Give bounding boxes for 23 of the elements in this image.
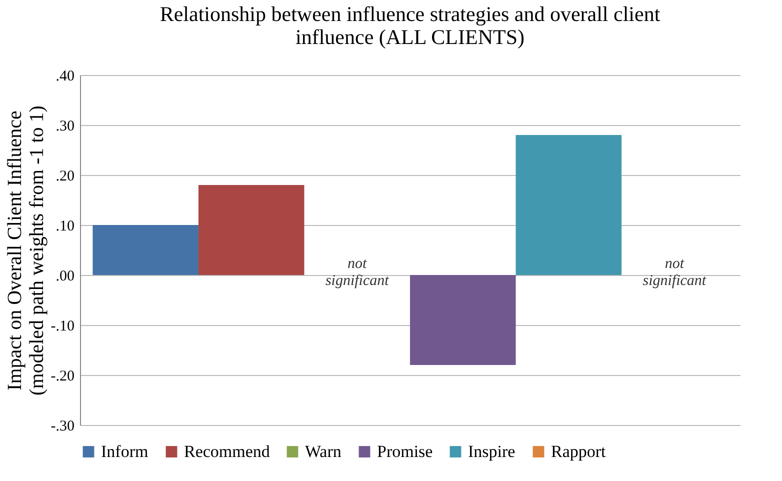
text: (modeled path weights from -1 to 1) xyxy=(26,106,48,396)
bar xyxy=(410,275,516,365)
legend-label: Inform xyxy=(101,442,148,461)
y-tick-label: .40 xyxy=(56,68,74,84)
legend-label: Promise xyxy=(377,442,433,461)
legend-label: Warn xyxy=(305,442,342,461)
y-axis-title: Impact on Overall Client Influence xyxy=(4,110,26,390)
y-tick-label: .30 xyxy=(56,118,74,134)
y-tick-label: -.30 xyxy=(50,418,74,434)
bar xyxy=(198,185,304,275)
annotation: not significant xyxy=(325,256,390,289)
y-tick-label: .10 xyxy=(56,218,74,234)
y-tick-label: -.10 xyxy=(50,318,74,334)
legend-label: Inspire xyxy=(468,442,516,461)
y-tick-label: .00 xyxy=(56,268,74,284)
legend-label: Recommend xyxy=(184,442,270,461)
legend-label: Rapport xyxy=(551,442,606,461)
y-tick-label: -.20 xyxy=(50,368,74,384)
annotation: not significant xyxy=(642,256,707,289)
bar xyxy=(516,135,622,275)
y-tick-label: .20 xyxy=(56,168,74,184)
chart-title: Relationship between influence strategies and overall client influence (ALL CLIENTS) xyxy=(160,2,660,49)
bar xyxy=(92,225,198,275)
